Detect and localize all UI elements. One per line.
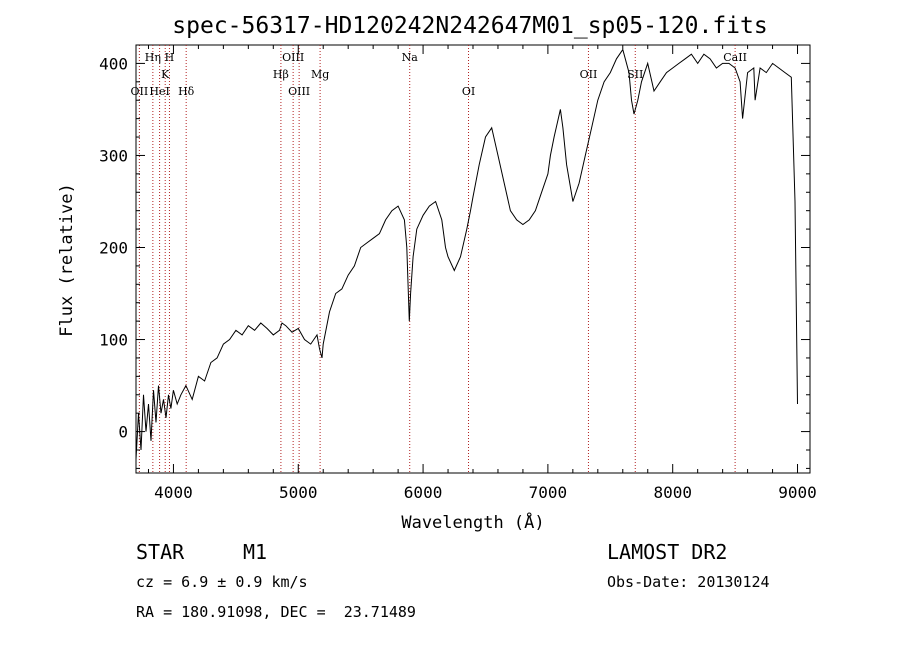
y-axis-label: Flux (relative) xyxy=(57,183,77,337)
x-tick-label: 9000 xyxy=(778,483,817,502)
y-tick-label: 100 xyxy=(99,331,128,350)
spectral-line-label: OI xyxy=(462,85,475,98)
x-tick-label: 4000 xyxy=(154,483,193,502)
spectral-line-label: Hη xyxy=(145,51,161,64)
chart-title: spec-56317-HD120242N242647M01_sp05-120.f… xyxy=(172,13,767,39)
y-axis-ticks: 0 100 200 300 400 xyxy=(99,44,810,469)
spectral-line-label: SII xyxy=(627,68,643,81)
spectrum-line xyxy=(135,48,798,460)
x-tick-label: 5000 xyxy=(279,483,318,502)
x-axis-ticks: 4000 5000 6000 7000 8000 9000 xyxy=(147,45,817,502)
spectral-line-label: Na xyxy=(402,51,419,64)
spectral-line-label: K xyxy=(161,68,170,81)
x-tick-label: 7000 xyxy=(529,483,568,502)
coordinates: RA = 180.91098, DEC = 23.71489 xyxy=(136,603,416,621)
spectral-line-label: OIII xyxy=(288,85,310,98)
spectral-line-label: Mg xyxy=(311,68,329,81)
x-axis-label: Wavelength (Å) xyxy=(401,511,544,533)
x-tick-label: 6000 xyxy=(404,483,443,502)
spectral-line-label: Hβ xyxy=(273,68,289,81)
y-tick-label: 0 xyxy=(118,423,128,442)
observation-date: Obs-Date: 20130124 xyxy=(607,573,770,591)
spectral-line-label: OII xyxy=(580,68,598,81)
spectral-line-markers xyxy=(138,45,736,473)
survey-name: LAMOST DR2 xyxy=(607,540,728,564)
plot-frame xyxy=(135,44,811,474)
spectral-line-label: CaII xyxy=(723,51,747,64)
spectral-line-label: HeI xyxy=(149,85,169,98)
x-tick-label: 8000 xyxy=(653,483,692,502)
object-class: STAR xyxy=(136,540,185,564)
redshift-value: cz = 6.9 ± 0.9 km/s xyxy=(136,573,308,591)
spectral-line-label: OIII xyxy=(282,51,304,64)
y-tick-label: 300 xyxy=(99,146,128,165)
spectral-line-label: H xyxy=(165,51,175,64)
spectral-line-label: OII xyxy=(131,85,149,98)
y-tick-label: 200 xyxy=(99,238,128,257)
spectral-line-label: Hδ xyxy=(178,85,195,98)
y-tick-label: 400 xyxy=(99,54,128,73)
object-subclass: M1 xyxy=(243,540,268,564)
